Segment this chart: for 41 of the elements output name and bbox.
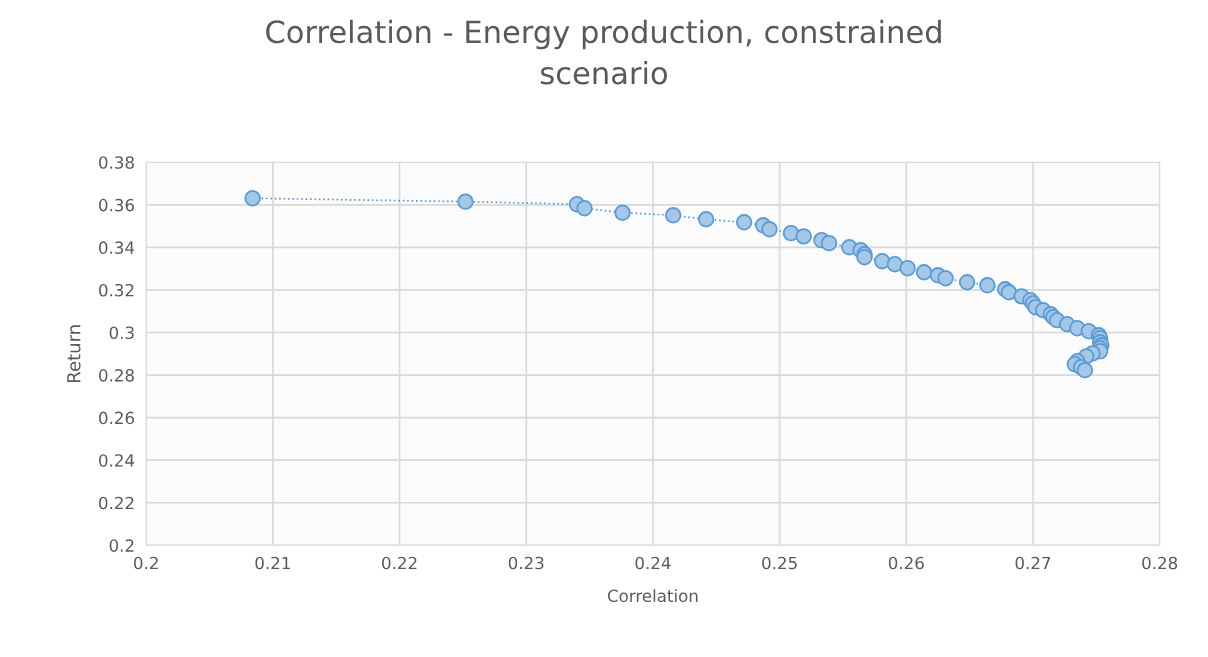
y-tick-label: 0.32 [99, 283, 134, 297]
x-tick-label: 0.24 [635, 556, 671, 570]
point [1076, 361, 1094, 379]
y-tick-label: 0.38 [99, 156, 134, 169]
point [886, 256, 904, 273]
y-axis-title: Return [67, 325, 81, 382]
y-tick-label: 0.22 [99, 496, 134, 510]
point [958, 274, 976, 291]
point [457, 193, 474, 210]
point [761, 221, 778, 238]
point [697, 211, 715, 228]
point [782, 224, 800, 242]
x-tick-label: 0.25 [762, 556, 797, 570]
point [899, 260, 916, 277]
point [915, 264, 933, 281]
point [1000, 284, 1018, 301]
y-tick-label: 0.28 [99, 369, 134, 382]
y-tick-label: 0.24 [99, 454, 135, 467]
y-tick-label: 0.3 [109, 326, 134, 340]
point [735, 214, 753, 231]
x-tick-label: 0.2 [134, 556, 158, 570]
x-tick-label: 0.23 [508, 556, 544, 570]
y-tick-label: 0.34 [99, 241, 135, 254]
y-tick-label: 0.36 [99, 198, 135, 212]
point [244, 190, 261, 207]
x-tick-label: 0.28 [1142, 556, 1178, 570]
x-tick-label: 0.27 [1015, 556, 1051, 570]
x-tick-label: 0.26 [888, 556, 924, 570]
x-tick-label: 0.22 [382, 556, 417, 570]
x-axis-title: Correlation [607, 589, 698, 603]
point [820, 234, 838, 252]
y-tick-label: 0.2 [109, 539, 134, 552]
point [576, 200, 593, 217]
chart-title: Correlation - Energy production, constrained scenario [266, 19, 941, 85]
point [664, 207, 682, 224]
x-tick-label: 0.21 [255, 556, 290, 570]
point [614, 204, 631, 221]
y-tick-label: 0.26 [99, 411, 135, 425]
point [979, 277, 996, 294]
point [937, 270, 954, 287]
point [795, 228, 812, 245]
